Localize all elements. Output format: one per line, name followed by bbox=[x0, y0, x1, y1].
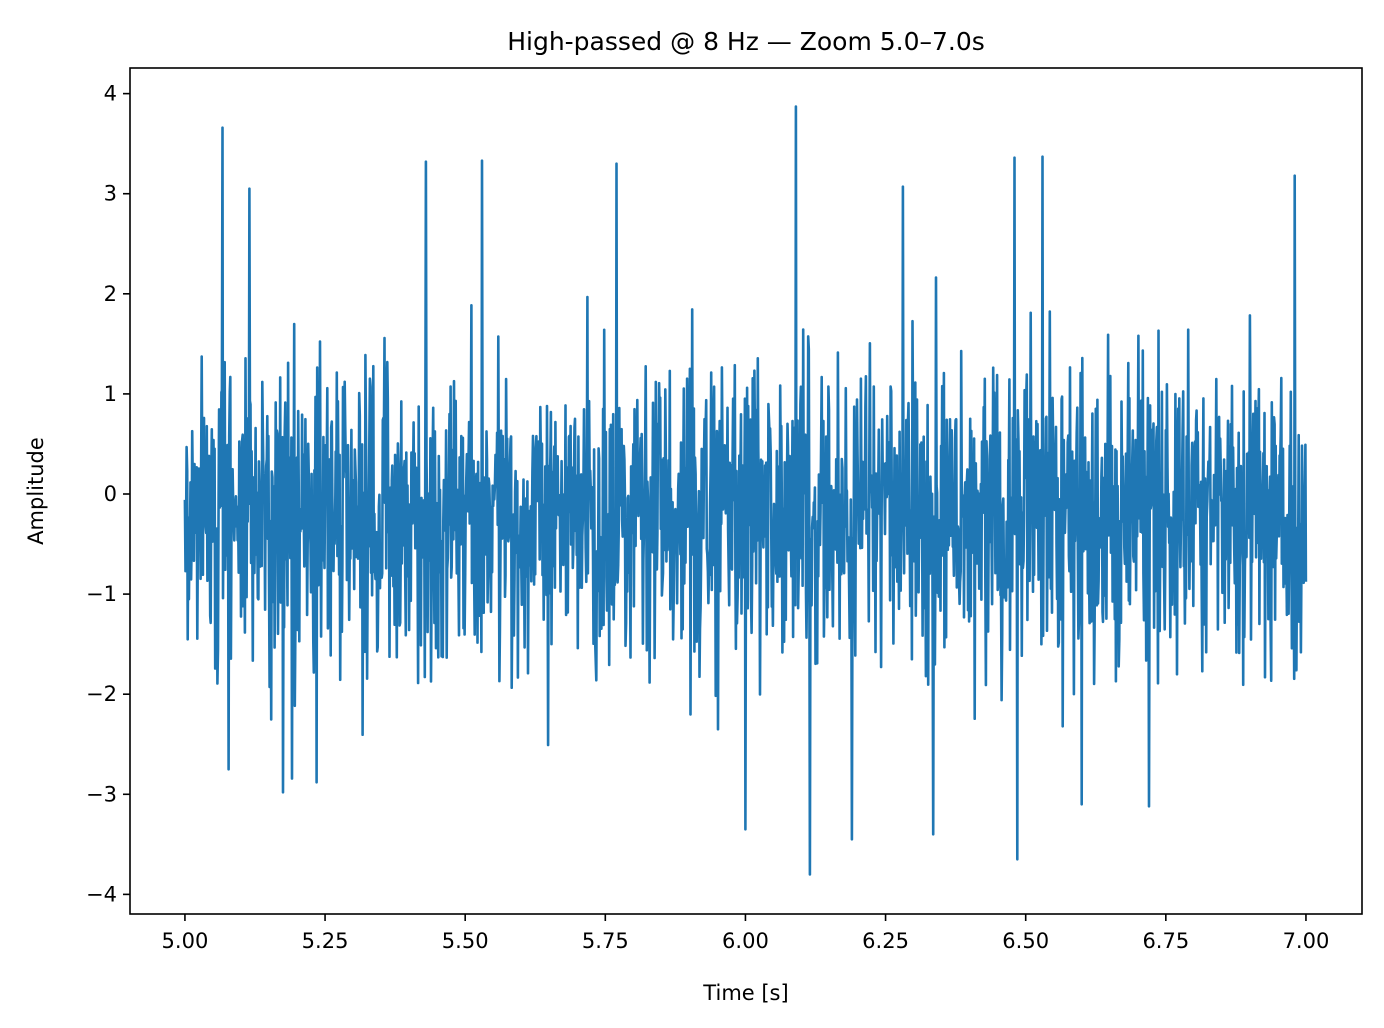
x-tick-label: 6.25 bbox=[862, 929, 909, 953]
y-tick-label: −1 bbox=[86, 582, 117, 606]
x-tick-label: 5.75 bbox=[582, 929, 629, 953]
y-tick-label: −4 bbox=[86, 882, 117, 906]
x-tick-label: 5.25 bbox=[302, 929, 349, 953]
plot-area bbox=[183, 105, 1308, 876]
y-axis: −4 −3 −2 −1 0 1 2 3 4 bbox=[86, 82, 130, 906]
x-axis-label: Time [s] bbox=[702, 981, 788, 1005]
x-tick-label: 6.00 bbox=[722, 929, 769, 953]
x-axis: 5.00 5.25 5.50 5.75 6.00 6.25 6.50 6.75 7.00 bbox=[162, 914, 1330, 953]
x-tick-label: 5.50 bbox=[442, 929, 489, 953]
chart-title: High-passed @ 8 Hz — Zoom 5.0–7.0s bbox=[507, 27, 985, 56]
x-tick-label: 6.50 bbox=[1002, 929, 1049, 953]
y-tick-label: 3 bbox=[104, 182, 117, 206]
y-tick-label: 2 bbox=[104, 282, 117, 306]
signal-line bbox=[183, 105, 1308, 876]
y-tick-label: −3 bbox=[86, 782, 117, 806]
y-axis-label: Amplitude bbox=[24, 437, 48, 545]
x-tick-label: 6.75 bbox=[1142, 929, 1189, 953]
y-tick-label: −2 bbox=[86, 682, 117, 706]
y-tick-label: 1 bbox=[104, 382, 117, 406]
y-tick-label: 4 bbox=[104, 82, 117, 106]
x-tick-label: 7.00 bbox=[1283, 929, 1330, 953]
y-tick-label: 0 bbox=[104, 482, 117, 506]
x-tick-label: 5.00 bbox=[162, 929, 209, 953]
